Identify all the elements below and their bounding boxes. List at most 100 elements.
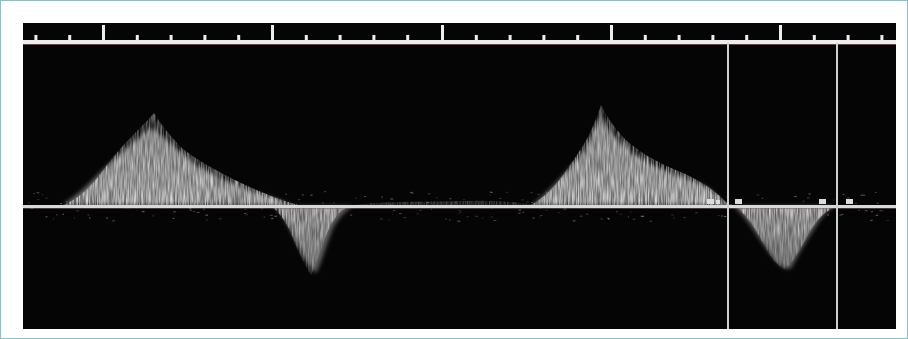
- speckle: [449, 219, 451, 221]
- speckle: [293, 216, 295, 218]
- speckle: [499, 197, 501, 199]
- diastolic-flow-1: [353, 200, 535, 205]
- speckle: [169, 191, 173, 193]
- speckle: [615, 203, 617, 205]
- minor-tick: [304, 35, 308, 41]
- speckle: [489, 194, 491, 196]
- speckle: [586, 213, 589, 215]
- minor-tick: [711, 35, 715, 41]
- speckle: [827, 214, 829, 216]
- zero-baseline: [23, 205, 896, 208]
- speckle: [615, 192, 618, 194]
- speckle: [33, 193, 35, 194]
- speckle: [399, 213, 402, 215]
- speckle: [152, 215, 154, 217]
- minor-tick: [68, 35, 72, 41]
- speckle: [236, 201, 239, 203]
- speckle: [248, 199, 250, 201]
- speckle: [435, 197, 438, 199]
- minor-tick: [812, 35, 816, 41]
- major-tick: [102, 25, 105, 41]
- speckle: [839, 214, 843, 216]
- speckle: [547, 196, 550, 198]
- speckle: [203, 208, 205, 210]
- speckle: [493, 220, 497, 221]
- speckle: [876, 202, 879, 204]
- speckle: [761, 197, 764, 199]
- speckle: [649, 220, 653, 222]
- speckle: [481, 217, 484, 219]
- speckle: [106, 217, 108, 219]
- speckle: [694, 191, 696, 193]
- speckle: [799, 209, 801, 211]
- speckle: [271, 218, 274, 220]
- scale-bar: [23, 40, 896, 44]
- systolic-peak-1: [63, 113, 298, 205]
- speckle: [36, 192, 40, 194]
- speckle: [725, 196, 727, 198]
- speckle: [282, 217, 285, 219]
- speckle: [219, 198, 222, 200]
- speckle: [874, 192, 877, 193]
- speckle: [700, 203, 702, 205]
- doppler-tracing: [23, 23, 896, 329]
- speckle: [419, 209, 422, 211]
- speckle: [462, 199, 466, 201]
- speckle: [74, 217, 75, 219]
- reverse-flow-1: [271, 206, 353, 275]
- speckle: [305, 216, 308, 218]
- speckle: [886, 220, 890, 221]
- speckle: [41, 194, 44, 196]
- major-tick: [441, 25, 444, 41]
- caliper-line-2[interactable]: [836, 43, 838, 329]
- speckle: [589, 203, 593, 204]
- speckle: [392, 203, 394, 205]
- speckle: [65, 201, 69, 203]
- speckle: [77, 200, 80, 202]
- speckle: [558, 212, 560, 213]
- speckle: [559, 203, 563, 205]
- speckle: [381, 196, 383, 198]
- speckle: [522, 211, 524, 213]
- speckle: [457, 220, 461, 222]
- speckle: [173, 200, 175, 201]
- speckle: [183, 193, 185, 195]
- speckle: [427, 202, 430, 203]
- speckle: [858, 209, 860, 211]
- speckle: [392, 210, 396, 212]
- speckle: [186, 192, 188, 194]
- speckle: [600, 218, 603, 220]
- speckle: [617, 198, 619, 200]
- caliper-line-1[interactable]: [727, 43, 729, 329]
- speckle: [673, 217, 675, 219]
- speckle: [244, 213, 246, 214]
- speckle: [403, 217, 407, 219]
- scale-bar-edge: [23, 44, 896, 45]
- speckle: [729, 204, 732, 206]
- minor-tick: [576, 35, 580, 41]
- speckle: [854, 202, 857, 204]
- speckle: [489, 191, 492, 193]
- speckle: [380, 203, 381, 205]
- speckle: [591, 198, 594, 200]
- speckle: [161, 200, 163, 202]
- speckle: [333, 202, 335, 204]
- minor-tick: [542, 35, 546, 41]
- speckle: [217, 203, 219, 205]
- speckle: [28, 202, 30, 204]
- speckle: [175, 192, 178, 194]
- speckle: [196, 211, 200, 213]
- speckle: [632, 218, 636, 220]
- speckle: [539, 216, 541, 218]
- speckle: [802, 200, 805, 202]
- speckle: [756, 194, 760, 196]
- speckle: [641, 197, 643, 199]
- speckle: [669, 194, 672, 195]
- speckle: [721, 215, 723, 217]
- speckle: [860, 194, 863, 196]
- doppler-spectrum-svg: [23, 25, 896, 329]
- speckle: [579, 215, 583, 217]
- speckle: [870, 211, 873, 213]
- speckle: [301, 194, 304, 196]
- speckle: [466, 216, 469, 218]
